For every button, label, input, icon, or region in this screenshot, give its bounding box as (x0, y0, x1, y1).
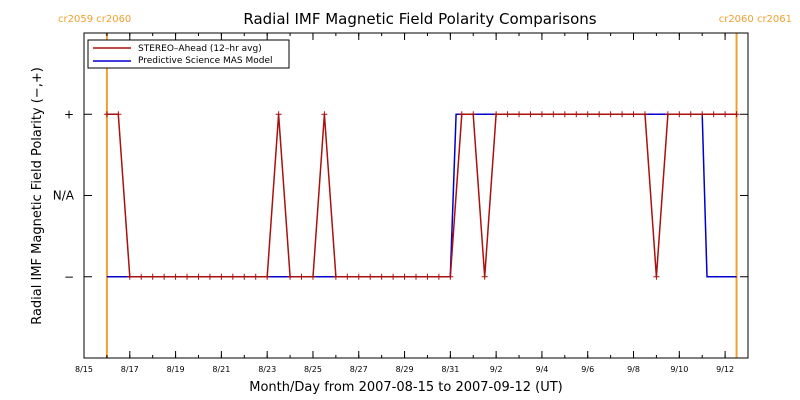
x-axis-label: Month/Day from 2007-08-15 to 2007-09-12 … (249, 380, 562, 395)
data-point-stereo (481, 273, 488, 280)
x-tick-label: 8/31 (441, 365, 459, 374)
data-point-stereo (561, 111, 568, 118)
x-tick-label: 8/17 (121, 365, 139, 374)
y-axis: + N/A − (53, 107, 748, 284)
legend-box (87, 39, 290, 69)
data-point-stereo (309, 273, 316, 280)
chart-title: Radial IMF Magnetic Field Polarity Compa… (243, 10, 596, 28)
legend: STEREO–Ahead (12–hr avg) Predictive Scie… (87, 39, 290, 69)
data-point-stereo (619, 111, 626, 118)
data-point-stereo (710, 111, 717, 118)
x-tick-label: 9/6 (581, 365, 594, 374)
data-point-stereo (722, 111, 729, 118)
y-tick-label: − (64, 270, 74, 284)
data-point-stereo (321, 111, 328, 118)
data-point-stereo (470, 111, 477, 118)
data-point-stereo (630, 111, 637, 118)
x-axis: 8/15 8/17 8/19 8/21 8/23 8/25 8/27 8/29 8/31 9/2 9… (75, 33, 749, 374)
data-point-stereo (275, 111, 282, 118)
carrington-label: cr2060 cr2061 (719, 14, 792, 25)
data-point-stereo (218, 273, 225, 280)
data-point-stereo (126, 273, 133, 280)
data-point-stereo (699, 111, 706, 118)
x-tick-label: 9/12 (716, 365, 734, 374)
data-point-stereo (252, 273, 259, 280)
data-point-stereo (527, 111, 534, 118)
data-point-stereo (367, 273, 374, 280)
data-point-stereo (332, 273, 339, 280)
data-point-stereo (653, 273, 660, 280)
data-point-stereo (378, 273, 385, 280)
data-point-stereo (538, 111, 545, 118)
x-tick-label: 8/25 (304, 365, 322, 374)
series-line-mas (106, 113, 737, 278)
data-point-stereo (229, 273, 236, 280)
data-point-stereo (596, 111, 603, 118)
data-point-stereo (664, 111, 671, 118)
carrington-markers: cr2059 cr2060 cr2060 cr2061 (58, 14, 792, 358)
legend-label-stereo: STEREO–Ahead (12–hr avg) (138, 44, 262, 54)
data-point-stereo (401, 273, 408, 280)
y-tick-label: + (64, 107, 74, 121)
data-point-stereo (172, 273, 179, 280)
data-point-stereo (435, 273, 442, 280)
data-point-stereo (573, 111, 580, 118)
data-point-stereo (733, 111, 740, 118)
x-tick-label: 8/23 (258, 365, 276, 374)
data-point-stereo (687, 111, 694, 118)
data-point-stereo (424, 273, 431, 280)
data-point-stereo (447, 273, 454, 280)
data-point-stereo (264, 273, 271, 280)
data-point-stereo (195, 273, 202, 280)
data-point-stereo (584, 111, 591, 118)
series-line-stereo (106, 113, 737, 278)
x-tick-label: 9/8 (627, 365, 640, 374)
series-lines (103, 111, 740, 280)
data-point-stereo (115, 111, 122, 118)
legend-label-mas: Predictive Science MAS Model (138, 56, 273, 66)
data-point-stereo (504, 111, 511, 118)
carrington-label: cr2059 cr2060 (58, 14, 131, 25)
data-point-stereo (287, 273, 294, 280)
x-tick-label: 9/10 (670, 365, 688, 374)
data-point-stereo (103, 111, 110, 118)
y-axis-label: Radial IMF Magnetic Field Polarity (−,+) (30, 67, 45, 325)
data-point-stereo (184, 273, 191, 280)
data-point-stereo (550, 111, 557, 118)
x-tick-label: 8/19 (167, 365, 185, 374)
data-point-stereo (458, 111, 465, 118)
x-tick-label: 9/2 (490, 365, 503, 374)
data-point-stereo (138, 273, 145, 280)
data-point-stereo (298, 273, 305, 280)
plot-frame (83, 32, 749, 359)
data-point-stereo (161, 273, 168, 280)
data-point-stereo (493, 111, 500, 118)
data-point-stereo (641, 111, 648, 118)
x-tick-label: 8/15 (75, 365, 93, 374)
data-point-stereo (149, 273, 156, 280)
data-point-stereo (607, 111, 614, 118)
data-point-stereo (516, 111, 523, 118)
y-tick-label: N/A (53, 189, 75, 203)
x-tick-label: 9/4 (535, 365, 548, 374)
data-point-stereo (206, 273, 213, 280)
x-tick-label: 8/21 (212, 365, 230, 374)
data-point-stereo (676, 111, 683, 118)
data-point-stereo (241, 273, 248, 280)
x-tick-label: 8/29 (396, 365, 414, 374)
data-point-stereo (413, 273, 419, 280)
x-tick-label: 8/27 (350, 365, 368, 374)
data-point-stereo (344, 273, 351, 280)
data-point-stereo (355, 273, 362, 280)
data-point-stereo (390, 273, 397, 280)
